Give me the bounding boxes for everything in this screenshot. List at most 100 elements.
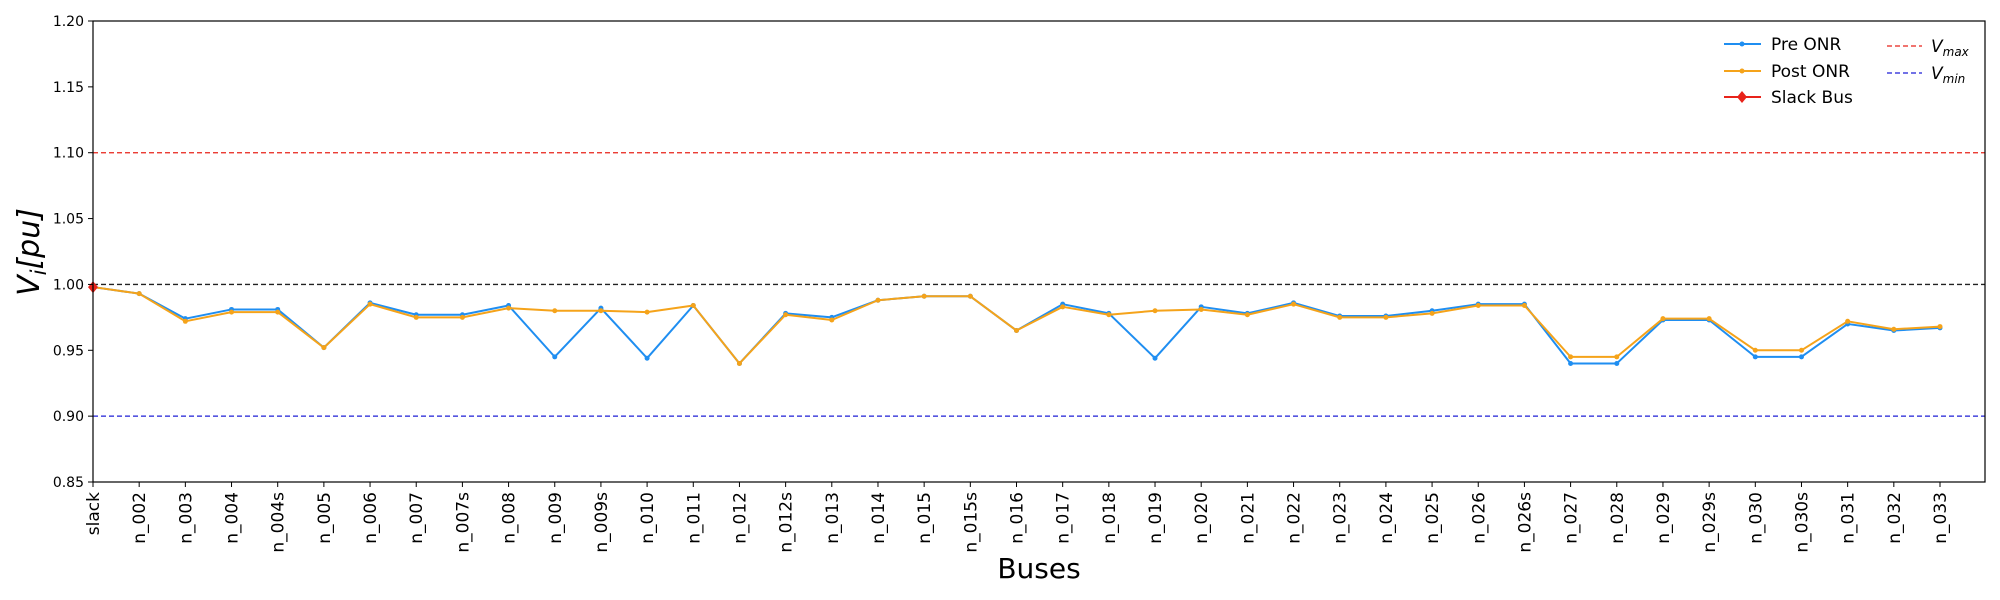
data-point-post-onr: [459, 314, 465, 320]
x-tick-label: n_016: [1008, 492, 1028, 544]
data-point-post-onr: [1752, 347, 1758, 353]
x-tick-label: n_004s: [269, 492, 289, 553]
data-point-post-onr: [1521, 303, 1527, 309]
x-tick-label: n_015: [915, 492, 935, 544]
data-point-post-onr: [1845, 318, 1851, 324]
y-tick-label: 0.95: [53, 343, 84, 359]
data-point-post-onr: [1614, 354, 1620, 360]
data-point-post-onr: [1706, 316, 1712, 322]
data-point-post-onr: [1475, 303, 1481, 309]
data-point-post-onr: [182, 318, 188, 324]
x-tick-label: n_030: [1746, 492, 1766, 544]
legend-label-pre-onr: Pre ONR: [1771, 35, 1842, 55]
data-point-post-onr: [552, 308, 558, 314]
data-point-pre-onr: [1798, 354, 1804, 360]
series-layer: [88, 281, 1943, 366]
data-point-post-onr: [1014, 328, 1019, 334]
data-point-post-onr: [875, 297, 881, 303]
y-tick-label: 1.05: [53, 212, 84, 228]
data-point-post-onr: [783, 312, 789, 318]
data-point-post-onr: [1660, 316, 1666, 322]
data-point-pre-onr: [1614, 360, 1620, 366]
x-tick-label: n_027: [1562, 492, 1582, 544]
y-tick-label: 1.10: [53, 146, 84, 162]
legend-entry-slack-bus: Slack Bus: [1724, 88, 1853, 108]
x-tick-label: n_004: [223, 492, 243, 544]
data-point-post-onr: [1891, 326, 1897, 332]
y-axis-label-sub: i: [27, 269, 51, 275]
x-tick-label: n_023: [1331, 492, 1351, 544]
data-point-post-onr: [644, 309, 650, 315]
x-tick-label: n_013: [823, 492, 843, 544]
y-tick-label: 1.20: [53, 14, 84, 30]
y-axis-label-main: V: [12, 273, 47, 296]
data-point-post-onr: [690, 303, 696, 309]
x-tick-label: n_009s: [592, 492, 612, 553]
legend-entry-vmax: Vmax: [1887, 37, 1970, 59]
x-tick-label: n_025: [1423, 492, 1443, 544]
data-point-pre-onr: [1568, 360, 1574, 366]
x-tick-label: n_017: [1054, 492, 1074, 544]
data-point-post-onr: [1337, 314, 1343, 320]
x-tick-label: n_028: [1608, 492, 1628, 544]
data-point-post-onr: [1937, 324, 1943, 330]
x-tick-label: n_018: [1100, 492, 1120, 544]
data-point-post-onr: [1060, 304, 1066, 310]
data-point-pre-onr: [644, 355, 650, 361]
data-point-post-onr: [1798, 347, 1804, 353]
data-point-post-onr: [367, 301, 373, 307]
y-tick-label: 0.85: [53, 475, 84, 491]
legend-label-vmin: Vmin: [1931, 64, 1965, 86]
data-point-post-onr: [1429, 310, 1435, 316]
data-point-post-onr: [1198, 306, 1204, 312]
x-tick-label: n_010: [638, 492, 658, 544]
data-point-post-onr: [506, 305, 512, 311]
x-tick-label: n_020: [1192, 492, 1212, 544]
plot-background: [93, 21, 1985, 482]
x-tick-label: n_019: [1146, 492, 1166, 544]
data-point-post-onr: [136, 291, 142, 297]
reference-lines: [93, 152, 1985, 417]
x-tick-label: n_029s: [1700, 492, 1720, 553]
x-tick-label: n_031: [1839, 492, 1859, 544]
y-axis: 0.85 0.90 0.95 1.00 1.05 1.10 1.15 1.20: [53, 14, 93, 491]
y-tick-label: 0.90: [53, 409, 84, 425]
x-tick-label: n_008: [500, 492, 520, 544]
plot-frame: [92, 20, 1986, 483]
x-tick-label: n_009: [546, 492, 566, 544]
x-tick-label: n_005: [315, 492, 335, 544]
x-tick-label: n_026s: [1515, 492, 1535, 553]
data-point-post-onr: [1568, 354, 1574, 360]
data-point-post-onr: [921, 293, 927, 299]
y-tick-label: 1.00: [53, 277, 84, 293]
legend-label-slack-bus: Slack Bus: [1771, 88, 1853, 108]
data-point-post-onr: [229, 309, 235, 315]
x-tick-label: n_011: [684, 492, 704, 544]
x-tick-label: n_024: [1377, 492, 1397, 544]
legend-label-post-onr: Post ONR: [1771, 62, 1850, 82]
data-point-post-onr: [1106, 312, 1112, 318]
x-tick-label: n_012s: [777, 492, 797, 553]
data-point-pre-onr: [1152, 355, 1158, 361]
x-axis: slack n_002 n_003 n_004 n_004s n_005 n_006 n_00…: [84, 482, 1951, 553]
y-axis-label: Vi[pu]: [12, 208, 51, 296]
x-tick-label: n_007: [407, 492, 427, 544]
x-tick-label: n_032: [1885, 492, 1905, 544]
x-tick-label: n_033: [1931, 492, 1951, 544]
data-point-post-onr: [598, 308, 604, 314]
data-point-post-onr: [829, 317, 835, 323]
x-tick-label: n_029: [1654, 492, 1674, 544]
data-point-post-onr: [413, 314, 419, 320]
legend-entry-vmin: Vmin: [1887, 64, 1965, 86]
x-tick-label: n_022: [1285, 492, 1305, 544]
x-axis-label: Buses: [997, 552, 1080, 585]
x-tick-label: n_030s: [1792, 492, 1812, 553]
y-tick-label: 1.15: [53, 80, 84, 96]
data-point-post-onr: [275, 309, 281, 315]
x-tick-label: slack: [84, 492, 104, 535]
x-tick-label: n_021: [1238, 492, 1258, 544]
data-point-pre-onr: [552, 354, 558, 360]
legend-entry-pre-onr: Pre ONR: [1724, 35, 1842, 55]
data-point-post-onr: [1244, 312, 1250, 318]
